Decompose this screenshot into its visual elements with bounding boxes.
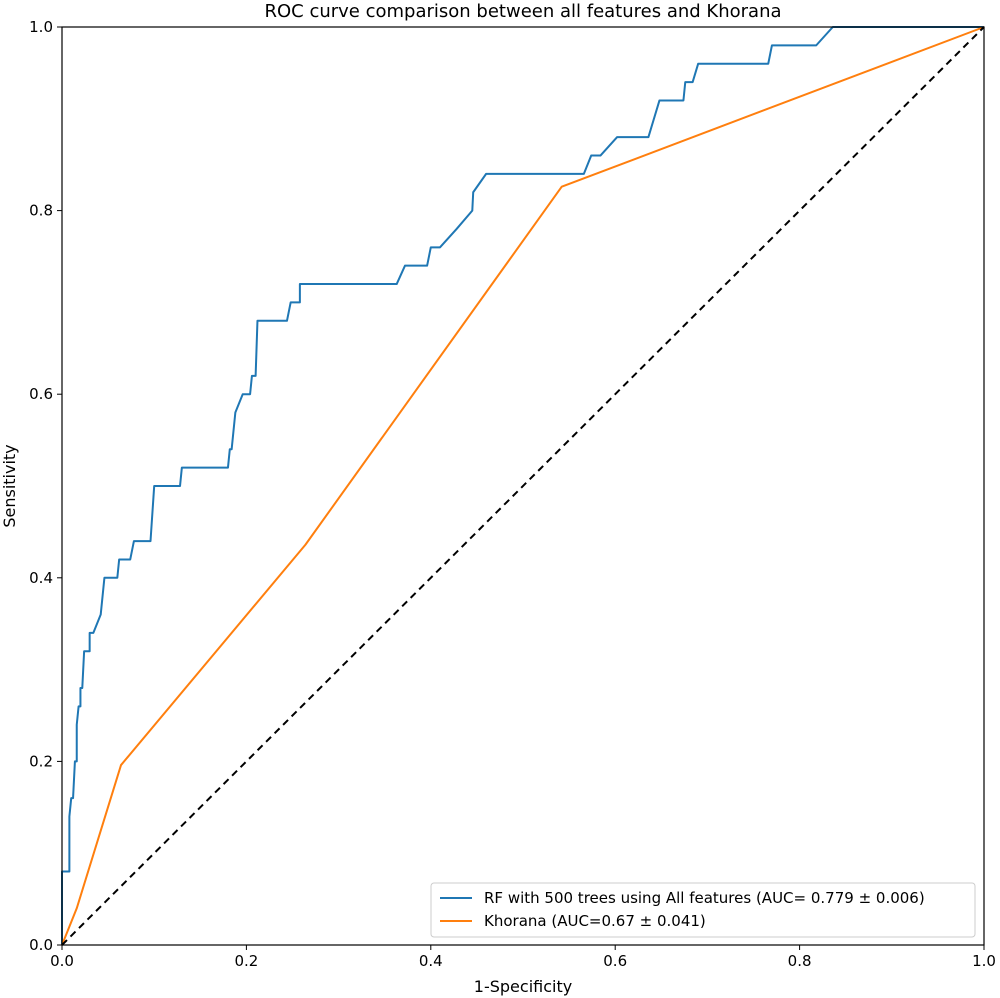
y-tick-label: 0.8	[29, 202, 53, 220]
x-tick-label: 1.0	[972, 952, 996, 970]
x-axis-label: 1-Specificity	[474, 977, 572, 996]
y-tick-label: 0.0	[29, 936, 53, 954]
series-layer	[61, 26, 985, 946]
ticks-layer: 0.0 0.2 0.4 0.6 0.8 1.0 0.0 0.2 0.4 0.6 0.8 1.0	[29, 18, 996, 970]
chart-title: ROC curve comparison between all feature…	[264, 1, 781, 22]
legend-box	[430, 882, 976, 938]
x-tick-label: 0.6	[603, 952, 627, 970]
x-tick-label: 0.4	[419, 952, 443, 970]
y-tick-label: 0.6	[29, 385, 53, 403]
x-tick-label: 0.2	[234, 952, 258, 970]
y-tick-label: 1.0	[29, 18, 53, 36]
legend-label: Khorana (AUC=0.67 ± 0.041)	[484, 912, 706, 930]
y-axis-label: Sensitivity	[0, 444, 19, 527]
x-tick-label: 0.8	[788, 952, 812, 970]
legend: RF with 500 trees using All features (AU…	[430, 882, 976, 938]
legend-label: RF with 500 trees using All features (AU…	[484, 889, 925, 907]
series-line-0	[61, 26, 984, 945]
x-tick-label: 0.0	[50, 952, 74, 970]
y-tick-label: 0.4	[29, 569, 53, 587]
y-tick-label: 0.2	[29, 752, 53, 770]
series-line-1	[61, 26, 985, 946]
plot-frame	[61, 26, 985, 946]
series-line-2	[61, 26, 985, 946]
